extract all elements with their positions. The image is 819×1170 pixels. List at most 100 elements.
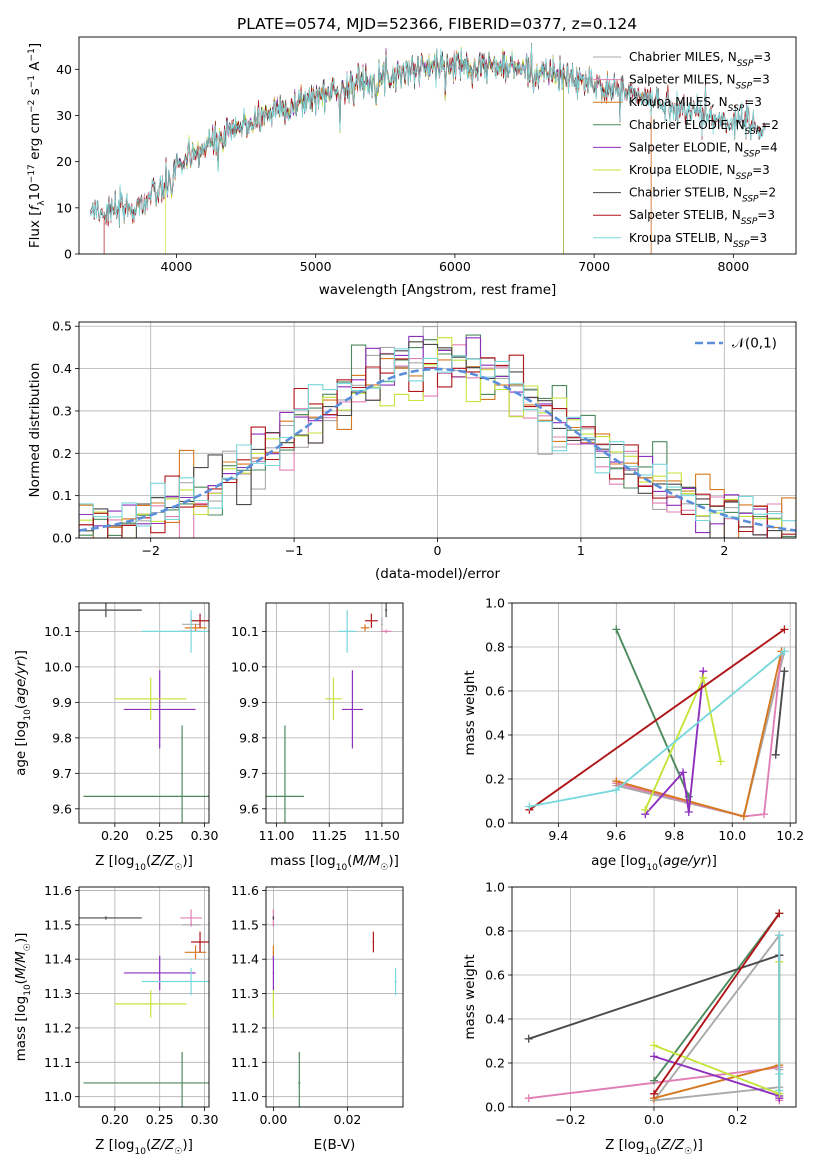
y-axis-label: mass weight xyxy=(462,670,478,755)
y-tick-label: 9.9 xyxy=(52,695,72,710)
y-tick-label: 0.4 xyxy=(485,1012,505,1027)
x-tick-label: 0.00 xyxy=(259,1112,287,1127)
y-tick-label: 11.3 xyxy=(231,986,259,1001)
plot-area-residuals xyxy=(79,326,796,538)
x-tick-label: 0.30 xyxy=(191,828,219,843)
y-tick-label: 0.1 xyxy=(52,488,72,503)
histogram-kroupa-stelib xyxy=(79,348,796,538)
errorbar-chabrier-elodie xyxy=(83,725,209,823)
errorbar-kroupa-miles xyxy=(360,624,370,632)
plot-area-age-vs-Z xyxy=(79,603,209,823)
x-tick-label: 0.30 xyxy=(191,1112,219,1127)
errorbar-salpeter-miles xyxy=(380,629,392,634)
legend-entry: Salpeter ELODIE, NSSP=4 xyxy=(629,140,778,159)
y-tick-label: 11.0 xyxy=(44,1089,72,1104)
x-tick-label: 10.0 xyxy=(718,828,746,843)
legend-entry: Chabrier ELODIE, NSSP=2 xyxy=(629,118,779,137)
axes-frame-age-vs-Z xyxy=(78,602,210,824)
weight-marker xyxy=(612,625,621,634)
weight-marker xyxy=(650,1041,658,1050)
weight-marker xyxy=(775,909,784,918)
x-tick-label: 11.00 xyxy=(259,828,295,843)
errorbar-kroupa-stelib xyxy=(141,967,209,996)
x-tick-label: 11.25 xyxy=(311,828,347,843)
legend-entry: Salpeter MILES, NSSP=3 xyxy=(629,73,770,92)
y-tick-label: 0.0 xyxy=(52,531,72,546)
axes-frame-weight-vs-age xyxy=(511,602,797,824)
axes-mass-vs-EBV: 0.00 0.02 11.0 11.1 11.2 11.3 11.4 11.5 11.6 E(B-… xyxy=(231,883,404,1153)
y-tick-label: 0.3 xyxy=(52,403,72,418)
errorbar-kroupa-elodie xyxy=(272,990,275,1018)
x-axis-label: E(B-V) xyxy=(314,1137,356,1153)
errorbar-chabrier-elodie xyxy=(298,1052,301,1107)
errorbar-kroupa-stelib xyxy=(141,610,209,653)
x-axis-label: Z [log10(Z/Z☉)] xyxy=(605,1137,703,1157)
x-tick-label: 0 xyxy=(434,543,442,558)
y-tick-label: 0.0 xyxy=(485,816,505,831)
weights-kroupa-stelib xyxy=(775,931,784,1095)
axes-weight-vs-age: 9.4 9.6 9.8 10.0 10.2 0.0 0.2 0.4 0.6 0.8 1.0 age [… xyxy=(462,596,804,874)
x-axis-label: mass [log10(M/M☉)] xyxy=(270,853,399,873)
weight-marker xyxy=(716,757,725,766)
errorbar-salpeter-elodie xyxy=(123,670,196,749)
x-axis-label: (data-model)/error xyxy=(375,566,501,582)
y-tick-label: 10.1 xyxy=(231,624,259,639)
x-tick-label: 2 xyxy=(720,543,728,558)
x-tick-label: 6000 xyxy=(439,259,471,274)
axes-residuals: −2 −1 0 1 2 0.0 0.1 0.2 0.3 0.4 0.5 (data-model)/er… xyxy=(27,319,797,582)
y-tick-label: 1.0 xyxy=(485,596,505,611)
weight-marker xyxy=(780,647,789,656)
y-axis-label: Flux [fλ10−17 erg cm−2 s−1 A−1] xyxy=(27,43,47,248)
y-tick-label: 0.2 xyxy=(52,446,72,461)
weight-marker xyxy=(771,750,780,759)
weights-salpeter-stelib xyxy=(650,909,784,1098)
weight-marker xyxy=(684,808,693,816)
weight-marker xyxy=(775,1070,784,1078)
y-tick-label: 9.6 xyxy=(239,801,259,816)
x-tick-label: 10.2 xyxy=(776,828,804,843)
x-tick-label: 9.6 xyxy=(606,828,626,843)
weight-marker xyxy=(650,1089,658,1098)
y-tick-label: 11.0 xyxy=(231,1089,259,1104)
weight-marker xyxy=(760,810,769,819)
x-tick-label: 5000 xyxy=(300,259,332,274)
legend-entry: Chabrier STELIB, NSSP=2 xyxy=(629,186,776,205)
y-tick-label: 11.6 xyxy=(44,883,72,898)
legend-entry: 𝒩(0,1) xyxy=(732,336,777,352)
weight-marker xyxy=(641,805,650,814)
weights-kroupa-stelib xyxy=(525,647,789,811)
x-tick-label: 9.4 xyxy=(548,828,568,843)
spectrum-line-kroupa-stelib xyxy=(89,44,766,227)
y-tick-label: 20 xyxy=(56,154,72,169)
errorbar-salpeter-stelib xyxy=(191,931,209,953)
plot-area-spectrum xyxy=(89,42,766,254)
x-tick-label: 1 xyxy=(577,543,585,558)
y-tick-label: 11.1 xyxy=(231,1055,259,1070)
weight-line xyxy=(653,912,781,1095)
x-axis-label: age [log10(age/yr)] xyxy=(591,853,717,873)
weights-chabrier-elodie xyxy=(612,625,693,801)
errorbar-salpeter-elodie xyxy=(341,670,363,749)
y-axis-label: age [log10(age/yr)] xyxy=(13,650,33,776)
weight-line xyxy=(615,629,690,797)
weight-marker xyxy=(650,1052,658,1061)
x-tick-label: 0.0 xyxy=(644,1112,664,1127)
x-tick-label: 0.25 xyxy=(146,828,174,843)
normal-curve xyxy=(79,367,796,532)
y-tick-label: 0.2 xyxy=(485,772,505,787)
legend-entry: Kroupa ELODIE, NSSP=3 xyxy=(629,163,770,182)
weight-line xyxy=(616,651,786,818)
axes-frame-age-vs-mass xyxy=(265,602,404,824)
y-tick-label: 11.6 xyxy=(231,883,259,898)
y-tick-label: 11.5 xyxy=(231,917,259,932)
errorbar-salpeter-stelib xyxy=(191,613,209,628)
weight-line xyxy=(644,671,705,815)
errorbar-chabrier-miles xyxy=(380,617,383,632)
axes-frame-mass-vs-EBV xyxy=(265,886,404,1108)
y-tick-label: 11.4 xyxy=(231,952,259,967)
plot-area-age-vs-mass xyxy=(266,603,392,823)
x-tick-label: 0.2 xyxy=(728,1112,748,1127)
x-tick-label: 11.50 xyxy=(364,828,400,843)
y-tick-label: 30 xyxy=(56,108,72,123)
